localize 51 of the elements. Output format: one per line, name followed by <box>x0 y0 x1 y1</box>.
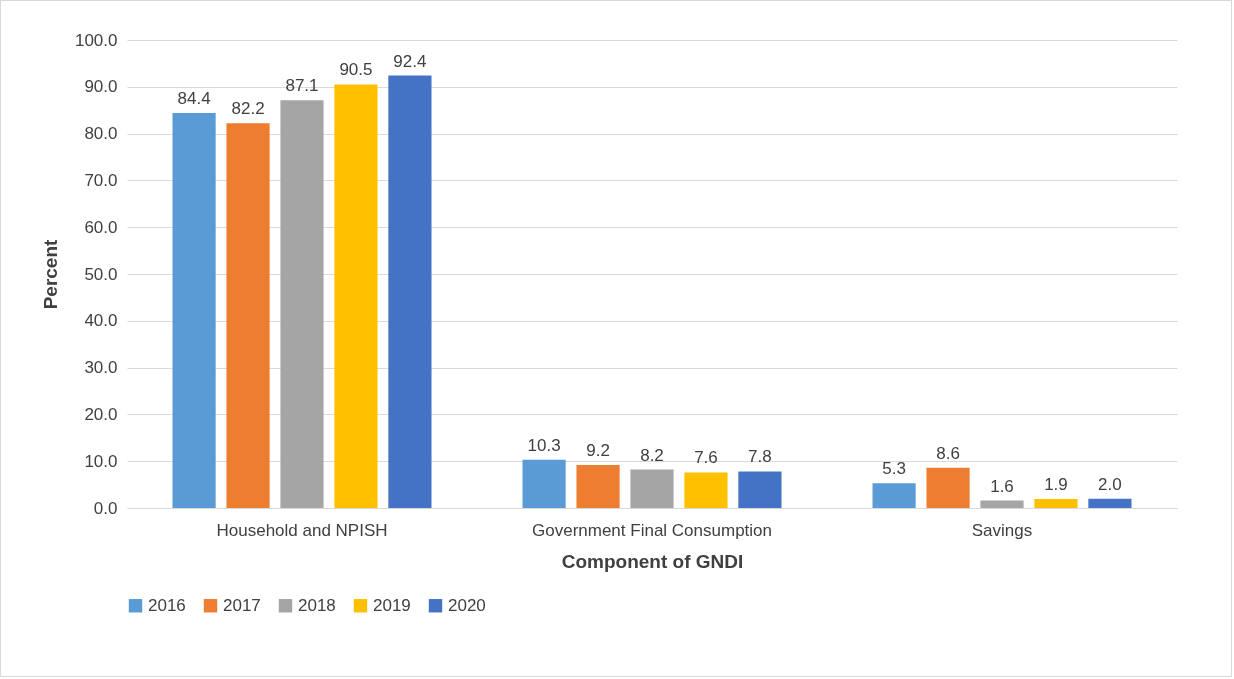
y-tick-label: 40.0 <box>84 311 118 331</box>
y-tick-label: 80.0 <box>84 124 118 144</box>
x-tick-label: Savings <box>971 520 1033 540</box>
data-label: 9.2 <box>586 440 610 460</box>
data-label: 1.9 <box>1044 475 1068 495</box>
bar <box>980 500 1024 508</box>
y-tick-label: 70.0 <box>84 170 118 190</box>
bar <box>630 469 674 508</box>
bar <box>872 483 916 508</box>
x-tick-label: Government Final Consumption <box>531 520 773 540</box>
bar <box>1034 499 1078 508</box>
bar <box>280 100 324 508</box>
legend-label: 2017 <box>223 595 261 615</box>
bar <box>334 84 378 508</box>
y-tick-label: 0.0 <box>93 498 118 518</box>
data-label: 7.6 <box>694 448 718 468</box>
bar <box>684 472 728 508</box>
bar <box>1088 498 1132 508</box>
x-axis-title: Component of GNDI <box>561 550 744 572</box>
data-label: 8.2 <box>640 445 664 465</box>
bar <box>388 75 432 508</box>
data-label: 87.1 <box>285 76 319 96</box>
legend-label: 2020 <box>448 595 486 615</box>
y-tick-label: 50.0 <box>84 264 118 284</box>
x-tick-label: Household and NPISH <box>216 520 388 540</box>
y-tick-label: 20.0 <box>84 404 118 424</box>
data-label: 10.3 <box>527 435 561 455</box>
bar <box>172 113 216 508</box>
data-label: 1.6 <box>990 476 1014 496</box>
bar <box>226 123 270 508</box>
y-tick-label: 100.0 <box>74 30 118 50</box>
data-label: 90.5 <box>339 60 373 80</box>
bar <box>926 467 970 508</box>
data-label: 82.2 <box>231 99 265 119</box>
y-axis-title: Percent <box>39 238 61 310</box>
data-label: 8.6 <box>936 443 960 463</box>
legend-label: 2016 <box>148 595 186 615</box>
legend-label: 2018 <box>298 595 336 615</box>
data-label: 92.4 <box>393 51 427 71</box>
y-tick-label: 60.0 <box>84 217 118 237</box>
bar <box>522 459 566 508</box>
bar <box>738 471 782 508</box>
data-label: 5.3 <box>882 459 906 479</box>
data-label: 2.0 <box>1098 474 1122 494</box>
bar <box>576 464 620 508</box>
y-tick-label: 90.0 <box>84 77 118 97</box>
y-tick-label: 30.0 <box>84 358 118 378</box>
y-tick-label: 10.0 <box>84 451 118 471</box>
data-label: 7.8 <box>748 447 772 467</box>
legend-label: 2019 <box>373 595 411 615</box>
data-label: 84.4 <box>177 89 211 109</box>
